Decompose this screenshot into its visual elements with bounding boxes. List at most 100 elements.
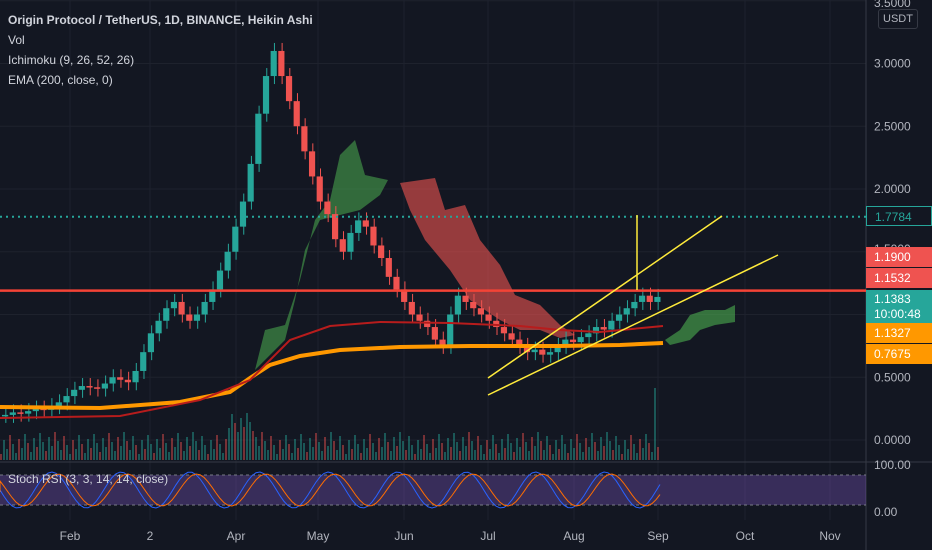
x-tick-label: Apr (227, 529, 246, 543)
volume-bar (564, 444, 566, 460)
candle-body (25, 411, 32, 414)
candle-body (439, 339, 446, 346)
volume-bar (429, 453, 431, 460)
candle-body (201, 301, 208, 315)
volume-bar (342, 445, 344, 460)
volume-bar (648, 443, 650, 460)
y-tick-label: 2.0000 (874, 182, 911, 196)
volume-bar (333, 441, 335, 460)
volume-bar (153, 453, 155, 460)
candle-body (262, 76, 270, 114)
volume-bar (15, 453, 17, 460)
volume-bar (336, 450, 338, 460)
candle-body (86, 386, 93, 388)
candle-body (370, 226, 377, 246)
candle-body (462, 295, 469, 302)
candle-body (247, 163, 254, 202)
volume-bar (468, 432, 470, 460)
volume-bar (150, 444, 152, 460)
volume-bar (72, 440, 74, 460)
volume-bar (627, 449, 629, 460)
currency-button[interactable]: USDT (878, 9, 918, 29)
volume-bar (9, 435, 11, 460)
volume-bar (420, 449, 422, 460)
volume-bar (399, 432, 401, 460)
x-tick-label: Jul (480, 529, 495, 543)
volume-bar (432, 439, 434, 460)
volume-bar (249, 422, 251, 460)
volume-bar (624, 440, 626, 460)
candle-body (631, 301, 638, 309)
x-tick-label: Jun (394, 529, 413, 543)
candle-body (293, 101, 300, 127)
volume-bar (363, 439, 365, 460)
volume-bar (477, 436, 479, 460)
volume-bar (633, 444, 635, 460)
volume-bar (540, 441, 542, 460)
volume-bar (75, 449, 77, 460)
volume-bar (174, 447, 176, 460)
trendline-upper (487, 215, 723, 379)
volume-bar (78, 435, 80, 460)
candle-body (332, 214, 339, 240)
volume-bar (12, 444, 14, 460)
rsi-tick-label: 0.00 (874, 505, 898, 519)
price-tag: 1.1900 (866, 247, 932, 267)
volume-bar (441, 443, 443, 460)
volume-bar (582, 452, 584, 460)
candle-body (155, 320, 162, 334)
candles[interactable] (2, 42, 661, 423)
volume-bar (261, 432, 263, 460)
volume-bar (348, 440, 350, 460)
volume-bar (171, 438, 173, 460)
volume-bar (459, 451, 461, 460)
candle-body (178, 301, 185, 315)
volume-bar (492, 435, 494, 460)
trendline-lower (487, 254, 779, 396)
x-tick-label: Sep (647, 529, 669, 543)
volume-bar (120, 446, 122, 460)
legend-vol[interactable]: Vol (8, 33, 25, 47)
candle-body (209, 289, 216, 302)
volume-bar (417, 440, 419, 460)
candle-body (17, 412, 24, 414)
volume-bar (537, 432, 539, 460)
candle-body (615, 314, 623, 321)
volume-bar (87, 439, 89, 460)
candle-body (147, 333, 154, 353)
candle-body (416, 314, 423, 321)
volume-bar (516, 438, 518, 460)
volume-bar (84, 453, 86, 460)
candle-body (94, 387, 101, 389)
volume-bar (378, 438, 380, 460)
volume-bar (438, 434, 440, 460)
volume-bar (198, 450, 200, 460)
volume-bar (312, 447, 314, 460)
volume-bar (48, 437, 50, 460)
volume-bar (123, 432, 125, 460)
volume-bar (510, 443, 512, 460)
volume-bar (366, 448, 368, 460)
volume-bar (621, 454, 623, 460)
volume-bar (522, 433, 524, 460)
stoch-rsi-label[interactable]: Stoch RSI (3, 3, 14, 14, close) (8, 472, 169, 486)
candle-body (339, 239, 346, 252)
volume-bar (42, 442, 44, 460)
candle-body (224, 251, 231, 271)
candle-body (401, 289, 408, 302)
volume-bar (102, 438, 104, 460)
ema-200-line (0, 341, 664, 411)
volume-bar (579, 443, 581, 460)
volume-bar (234, 423, 236, 460)
legend-ema[interactable]: EMA (200, close, 0) (8, 73, 113, 87)
candle-body (285, 76, 293, 102)
volume-bar (369, 434, 371, 460)
volume-bar (585, 438, 587, 460)
volume-bar (603, 446, 605, 460)
candle-body (500, 327, 508, 334)
volume-bar (528, 451, 530, 460)
volume-bar (612, 450, 614, 460)
candle-body (424, 320, 431, 328)
legend-ichimoku[interactable]: Ichimoku (9, 26, 52, 26) (8, 53, 135, 67)
